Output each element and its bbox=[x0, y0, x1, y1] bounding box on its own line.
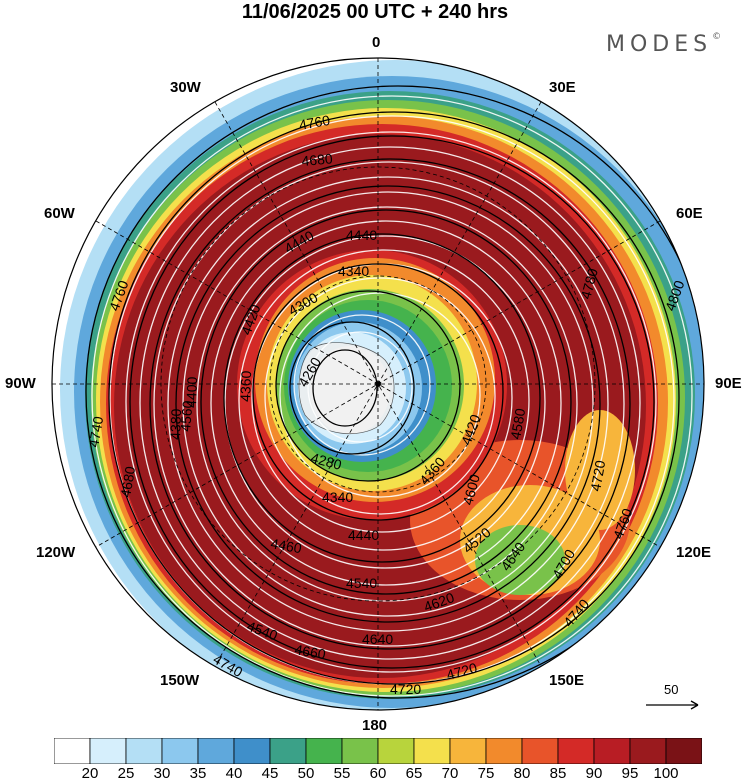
contour-label: 4760 bbox=[298, 112, 332, 133]
longitude-label: 180 bbox=[362, 717, 388, 734]
colorbar-tick-label: 30 bbox=[153, 765, 171, 782]
colorbar-swatch bbox=[413, 738, 451, 764]
colorbar-tick-label: 45 bbox=[261, 765, 279, 782]
longitude-label: 60E bbox=[676, 205, 703, 222]
colorbar-tick-label: 50 bbox=[297, 765, 315, 782]
colorbar-tick-label: 65 bbox=[405, 765, 423, 782]
longitude-label: 60W bbox=[44, 205, 75, 222]
colorbar-swatch bbox=[665, 738, 702, 764]
contour-label: 4340 bbox=[338, 263, 369, 279]
contour-label: 4460 bbox=[269, 535, 303, 556]
contour-label: 4640 bbox=[362, 631, 393, 647]
pole-marker bbox=[375, 381, 381, 387]
colorbar-swatch bbox=[89, 738, 127, 764]
contour-label: 4580 bbox=[507, 407, 528, 441]
colorbar-swatch bbox=[161, 738, 199, 764]
longitude-label: 150E bbox=[549, 672, 585, 689]
longitude-label: 90W bbox=[5, 375, 36, 392]
colorbar-tick-label: 90 bbox=[585, 765, 603, 782]
streamlines bbox=[91, 95, 693, 697]
contour-label: 4360 bbox=[237, 370, 254, 402]
colorbar-swatch bbox=[269, 738, 307, 764]
contour-label: 4440 bbox=[346, 227, 377, 243]
colorbar-swatch bbox=[233, 738, 271, 764]
contour-label: 4680 bbox=[117, 465, 138, 499]
brand-name: MODES bbox=[606, 32, 713, 57]
colorbar-swatch bbox=[377, 738, 415, 764]
colorbar bbox=[54, 738, 702, 764]
contour-label: 4340 bbox=[322, 489, 353, 505]
contour-label: 4600 bbox=[459, 472, 483, 506]
colorbar-tick-label: 80 bbox=[513, 765, 531, 782]
contour-label: 4400 bbox=[183, 376, 200, 408]
longitude-label: 120W bbox=[36, 544, 76, 561]
contour-label: 4720 bbox=[445, 659, 479, 683]
longitude-label: 30E bbox=[549, 79, 576, 96]
colorbar-tick-label: 35 bbox=[189, 765, 207, 782]
colorbar-swatch bbox=[125, 738, 163, 764]
contour-label: 4720 bbox=[390, 681, 421, 697]
vector-scale-arrow-icon bbox=[646, 700, 699, 710]
colorbar-swatch bbox=[449, 738, 487, 764]
colorbar-swatch bbox=[521, 738, 559, 764]
copyright-mark: © bbox=[712, 32, 722, 42]
contour-label: 4720 bbox=[587, 459, 608, 493]
colorbar-tick-label: 75 bbox=[477, 765, 495, 782]
colorbar-swatch bbox=[485, 738, 523, 764]
contour-label: 4440 bbox=[348, 527, 379, 543]
brand-logo: MODES© bbox=[606, 32, 721, 57]
longitude-label: 30W bbox=[170, 79, 201, 96]
colorbar-swatch bbox=[557, 738, 595, 764]
vector-scale-value: 50 bbox=[664, 682, 679, 697]
longitude-label: 90E bbox=[715, 375, 742, 392]
longitude-label: 120E bbox=[676, 544, 712, 561]
colorbar-swatch bbox=[629, 738, 667, 764]
contour-label: 4560 bbox=[177, 400, 196, 433]
wind-speed-field bbox=[52, 58, 704, 710]
contour-label: 4380 bbox=[167, 408, 184, 440]
contour-label: 4540 bbox=[346, 575, 377, 591]
contour-label: 4660 bbox=[293, 641, 327, 662]
contour-label: 4740 bbox=[85, 415, 106, 449]
contour-label: 4780 bbox=[577, 266, 601, 300]
colorbar-tick-label: 40 bbox=[225, 765, 243, 782]
colorbar-swatch bbox=[593, 738, 631, 764]
colorbar-tick-label: 85 bbox=[549, 765, 567, 782]
colorbar-tick-label: 20 bbox=[81, 765, 99, 782]
colorbar-swatch bbox=[305, 738, 343, 764]
colorbar-tick-label: 70 bbox=[441, 765, 459, 782]
colorbar-swatch bbox=[197, 738, 235, 764]
colorbar-tick-label: 25 bbox=[117, 765, 135, 782]
colorbar-tick-label: 60 bbox=[369, 765, 387, 782]
contour-label: 4280 bbox=[309, 449, 343, 473]
map-boundary bbox=[51, 57, 705, 711]
longitude-label: 150W bbox=[160, 672, 200, 689]
longitude-label: 0 bbox=[372, 34, 381, 51]
colorbar-swatch bbox=[341, 738, 379, 764]
contour-label: 4680 bbox=[301, 150, 334, 169]
colorbar-tick-label: 55 bbox=[333, 765, 351, 782]
colorbar-swatch bbox=[54, 738, 91, 764]
colorbar-tick-label: 100 bbox=[653, 765, 679, 782]
chart-title: 11/06/2025 00 UTC + 240 hrs bbox=[241, 1, 509, 23]
colorbar-tick-label: 95 bbox=[621, 765, 639, 782]
